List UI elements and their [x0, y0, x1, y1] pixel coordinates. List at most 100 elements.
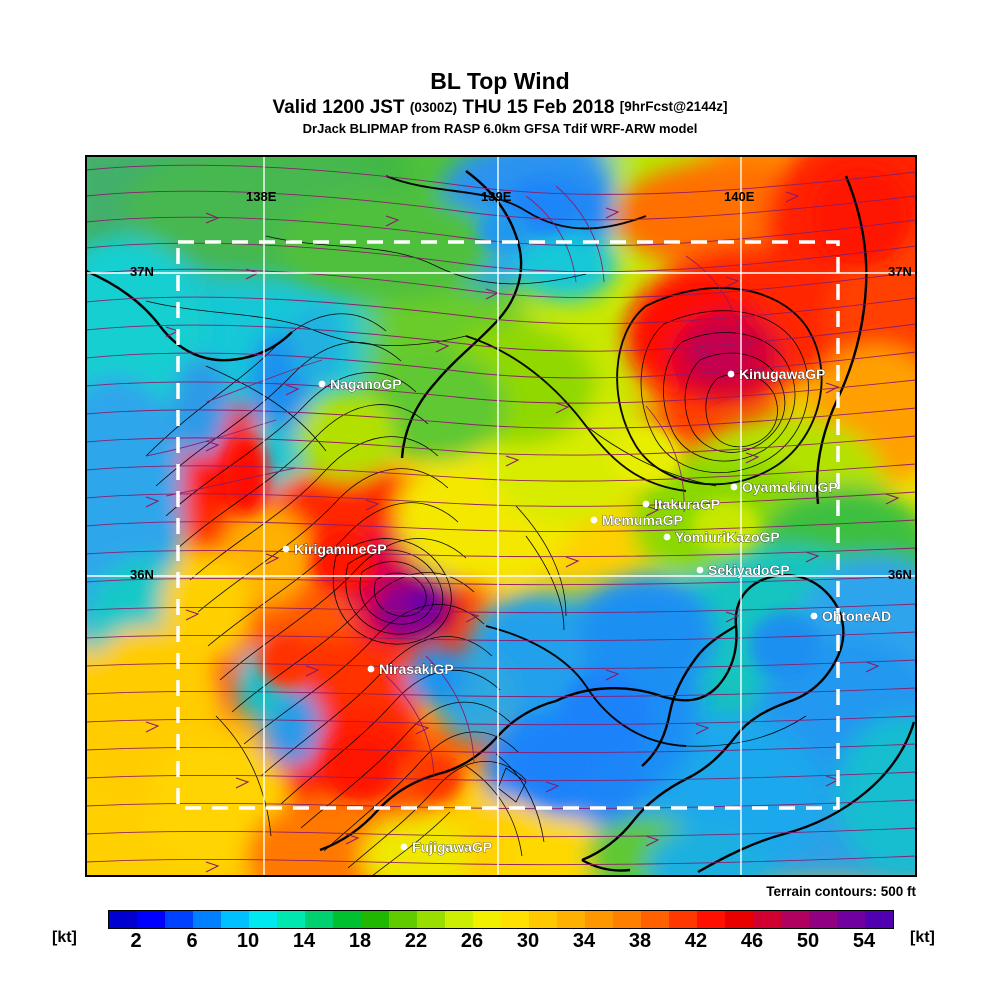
colorbar-swatch-18	[613, 911, 641, 928]
colorbar-tick-46: 46	[740, 930, 764, 952]
station-marker-icon	[642, 500, 650, 508]
station-layer: NaganoGP KinugawaGP OyamakinuGP ItakuraGPMe…	[282, 366, 892, 855]
station-label: ItakuraGP	[654, 496, 720, 512]
colorbar-swatch-13	[473, 911, 501, 928]
station-label: KirigamineGP	[294, 541, 387, 557]
station-label: OyamakinuGP	[742, 479, 838, 495]
station-marker-icon	[810, 612, 818, 620]
model-source-line: DrJack BLIPMAP from RASP 6.0km GFSA Tdif…	[302, 121, 698, 136]
colorbar-swatch-1	[137, 911, 165, 928]
wind-speed-colorbar: [kt] 2 6 10 14 18 22 26 30 34 38 42 46 50 54 [kt]	[0, 905, 1000, 965]
colorbar-swatch-7	[305, 911, 333, 928]
valid-date: THU 15 Feb 2018	[462, 97, 615, 118]
colorbar-tick-labels: 2 6 10 14 18 22 26 30 34 38 42 46 50 54	[108, 930, 892, 954]
lon-label-138E: 138E	[246, 189, 277, 204]
colorbar-tick-22: 22	[404, 930, 428, 952]
station-marker-icon	[282, 545, 290, 553]
colorbar-swatch-12	[445, 911, 473, 928]
weather-map[interactable]: NaganoGP KinugawaGP OyamakinuGP ItakuraGP Me…	[85, 155, 917, 877]
colorbar-swatch-10	[389, 911, 417, 928]
colorbar-unit-right: [kt]	[910, 929, 935, 946]
colorbar-swatch-5	[249, 911, 277, 928]
colorbar-swatch-27	[865, 911, 893, 928]
colorbar-tick-42: 42	[684, 930, 708, 952]
colorbar-tick-34: 34	[572, 930, 596, 952]
colorbar-tick-18: 18	[348, 930, 372, 952]
colorbar-swatch-2	[165, 911, 193, 928]
station-fujigawagp[interactable]: FujigawaGP	[400, 839, 493, 855]
colorbar-swatch-19	[641, 911, 669, 928]
valid-time-prefix: Valid 1200 JST	[272, 97, 405, 118]
page-title: BL Top Wind	[430, 68, 570, 94]
title-block: BL Top Wind Valid 1200 JST (0300Z) THU 1…	[0, 68, 1000, 137]
valid-time-line: Valid 1200 JST (0300Z) THU 15 Feb 2018 […	[0, 95, 1000, 120]
colorbar-swatch-22	[725, 911, 753, 928]
colorbar-swatch-15	[529, 911, 557, 928]
colorbar-tick-54: 54	[852, 930, 876, 952]
colorbar-swatch-21	[697, 911, 725, 928]
colorbar-swatch-23	[753, 911, 781, 928]
station-kinugawagp[interactable]: KinugawaGP	[727, 366, 826, 382]
colorbar-swatch-20	[669, 911, 697, 928]
colorbar-swatch-16	[557, 911, 585, 928]
lat-label-left-36N: 36N	[130, 567, 154, 582]
station-marker-icon	[727, 370, 735, 378]
station-marker-icon	[730, 483, 738, 491]
station-itakuragp[interactable]: ItakuraGP	[642, 496, 721, 512]
wind-streamlines	[86, 164, 916, 866]
colorbar-tick-38: 38	[628, 930, 652, 952]
map-canvas: NaganoGP KinugawaGP OyamakinuGP ItakuraGPMe…	[86, 156, 916, 876]
station-label: SekiyadoGP	[708, 562, 790, 578]
colorbar-tick-2: 2	[130, 930, 142, 952]
latlon-grid	[86, 156, 916, 876]
station-marker-icon	[590, 516, 598, 524]
colorbar-swatch-3	[193, 911, 221, 928]
lon-label-139E: 139E	[481, 189, 512, 204]
colorbar-swatch-17	[585, 911, 613, 928]
colorbar-swatches	[108, 910, 894, 929]
streamline-arrows	[145, 191, 900, 873]
colorbar-swatch-14	[501, 911, 529, 928]
station-yomiurikazogp[interactable]: YomiuriKazoGP	[663, 529, 780, 545]
domain-boundary-box	[176, 240, 840, 810]
lon-label-140E: 140E	[724, 189, 755, 204]
colorbar-tick-30: 30	[516, 930, 540, 952]
station-oyamakinugp[interactable]: OyamakinuGP	[730, 479, 838, 495]
terrain-contours	[145, 175, 823, 876]
station-ohtonead[interactable]: OhtoneAD	[810, 608, 892, 624]
colorbar-tick-26: 26	[460, 930, 484, 952]
station-label: MemumaGP	[602, 512, 683, 528]
station-nirasakigp[interactable]: NirasakiGP	[367, 661, 454, 677]
colorbar-tick-6: 6	[186, 930, 198, 952]
colorbar-swatch-9	[361, 911, 389, 928]
station-sekiyadogp[interactable]: SekiyadoGP	[696, 562, 790, 578]
colorbar-swatch-6	[277, 911, 305, 928]
forecast-tag: [9hrFcst@2144z]	[619, 99, 728, 114]
colorbar-swatch-0	[109, 911, 137, 928]
station-label: FujigawaGP	[412, 839, 492, 855]
station-label: OhtoneAD	[822, 608, 891, 624]
station-marker-icon	[400, 843, 408, 851]
station-marker-icon	[696, 566, 704, 574]
colorbar-tick-50: 50	[796, 930, 820, 952]
station-marker-icon	[318, 380, 326, 388]
station-label: NaganoGP	[330, 376, 402, 392]
colorbar-swatch-26	[837, 911, 865, 928]
colorbar-unit-left: [kt]	[52, 929, 77, 946]
station-marker-icon	[367, 665, 375, 673]
station-naganogp[interactable]: NaganoGP	[318, 376, 402, 392]
colorbar-swatch-4	[221, 911, 249, 928]
coastline	[86, 170, 916, 874]
station-kirigaminegp[interactable]: KirigamineGP	[282, 541, 387, 557]
station-label: KinugawaGP	[739, 366, 825, 382]
station-marker-icon	[663, 533, 671, 541]
lat-label-right-36N: 36N	[888, 567, 912, 582]
colorbar-swatch-8	[333, 911, 361, 928]
station-memumagp[interactable]: MemumaGP	[590, 512, 683, 528]
station-label: YomiuriKazoGP	[675, 529, 780, 545]
colorbar-tick-14: 14	[292, 930, 316, 952]
lat-label-left-37N: 37N	[130, 264, 154, 279]
station-label: NirasakiGP	[379, 661, 454, 677]
colorbar-swatch-24	[781, 911, 809, 928]
